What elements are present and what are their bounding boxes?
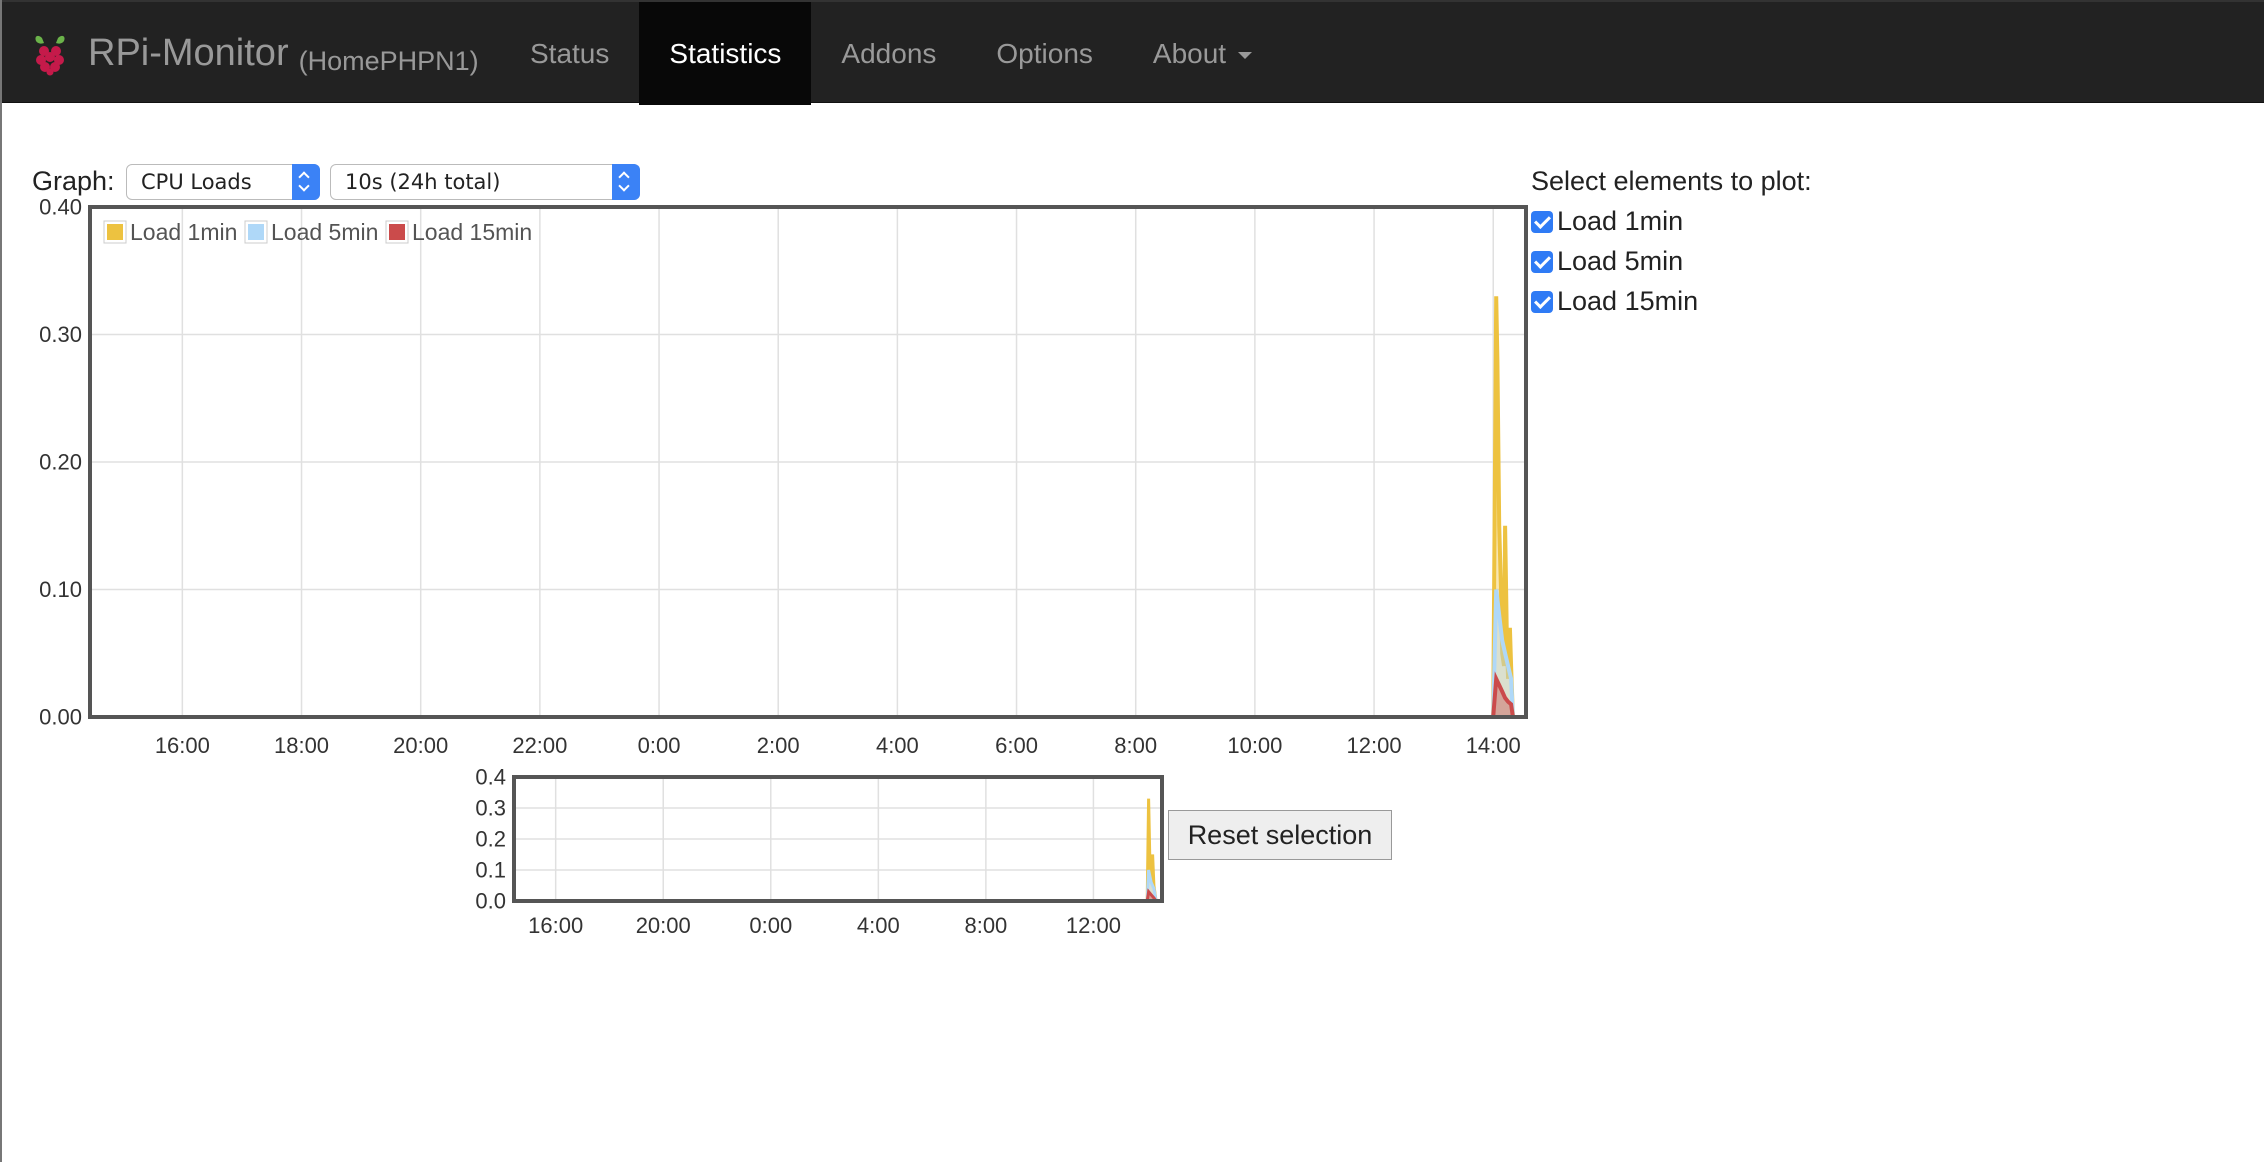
nav-options[interactable]: Options [966,2,1123,105]
series-line-1 [514,869,1158,903]
host-name: (HomePHPN1) [298,46,479,76]
x-tick-label: 12:00 [1347,733,1402,758]
y-tick-label: 0.30 [39,322,82,347]
x-tick-label: 20:00 [393,733,448,758]
range-select[interactable]: 10s (24h total) [330,164,640,200]
element-toggle-load1[interactable]: Load 1min [1531,206,1683,237]
reset-selection-button[interactable]: Reset selection [1168,810,1392,860]
y-tick-label: 0.4 [475,765,506,790]
nav-menu: Status Statistics Addons Options About [500,2,1282,105]
x-tick-label: 0:00 [638,733,681,758]
y-tick-label: 0.00 [39,705,82,730]
y-tick-label: 0.2 [475,827,506,852]
y-tick-label: 0.20 [39,450,82,475]
y-tick-label: 0.0 [475,889,506,914]
element-label: Load 15min [1557,286,1699,316]
x-tick-label: 6:00 [995,733,1038,758]
y-tick-label: 0.40 [39,195,82,220]
x-tick-label: 10:00 [1227,733,1282,758]
element-toggle-load5[interactable]: Load 5min [1531,246,1683,277]
series-line-2 [90,671,1515,719]
legend-swatch-0 [107,224,123,240]
plot-frame [88,205,1528,719]
x-tick-label: 14:00 [1466,733,1521,758]
x-tick-label: 0:00 [749,913,792,938]
graph-select[interactable]: CPU Loads [126,164,320,200]
x-tick-label: 20:00 [636,913,691,938]
plot-frame [512,775,1164,903]
series-area-0 [514,798,1157,901]
x-tick-label: 8:00 [1114,733,1157,758]
x-tick-label: 16:00 [528,913,583,938]
checkbox-checked-icon[interactable] [1531,210,1553,233]
x-tick-label: 2:00 [757,733,800,758]
series-area-2 [90,678,1513,717]
y-tick-label: 0.3 [475,796,506,821]
legend-label-2: Load 15min [412,219,532,245]
caret-down-icon [1238,52,1253,59]
x-tick-label: 16:00 [155,733,210,758]
x-tick-label: 4:00 [876,733,919,758]
raspberry-logo-icon [35,35,65,75]
overview-chart[interactable]: 16:00 20:00 0:00 4:00 8:00 12:00 0.4 0.3 0.2 0.1 0… [440,765,1170,950]
nav-statistics[interactable]: Statistics [639,2,812,105]
series-area-1 [90,589,1513,717]
legend-label-0: Load 1min [130,219,237,245]
element-label: Load 1min [1557,206,1684,236]
series-area-1 [514,870,1157,901]
x-tick-label: 12:00 [1066,913,1121,938]
series-area-0 [90,296,1513,717]
window-edge [0,0,2,1162]
main-chart[interactable]: 16:00 18:00 20:00 22:00 0:00 2:00 4:00 6:00 8:00… [0,195,1540,775]
y-tick-label: 0.1 [475,858,506,883]
series-line-1 [90,589,1515,719]
select-arrows-icon [612,164,640,200]
nav-options-label: Options [996,37,1093,69]
x-tick-label: 4:00 [857,913,900,938]
select-elements-title: Select elements to plot: [1531,166,1812,196]
graph-label: Graph: [32,166,115,196]
legend-swatch-2 [389,224,405,240]
series-line-0 [90,296,1515,719]
element-label: Load 5min [1557,246,1684,276]
series-line-0 [514,798,1158,903]
legend-swatch-1 [248,224,264,240]
graph-select-value: CPU Loads [141,170,252,194]
range-select-value: 10s (24h total) [345,170,501,194]
y-tick-label: 0.10 [39,577,82,602]
select-arrows-icon [292,164,320,200]
checkbox-checked-icon[interactable] [1531,250,1553,273]
nav-status-label: Status [530,37,610,69]
nav-about[interactable]: About [1123,2,1282,105]
x-tick-label: 22:00 [512,733,567,758]
app-name: RPi-Monitor [88,32,289,74]
nav-addons[interactable]: Addons [811,2,966,105]
nav-addons-label: Addons [841,37,937,69]
nav-status[interactable]: Status [500,2,639,105]
legend-label-1: Load 5min [271,219,378,245]
brand[interactable]: RPi-Monitor (HomePHPN1) [32,2,479,105]
nav-statistics-label: Statistics [669,37,782,69]
x-tick-label: 18:00 [274,733,329,758]
nav-about-label: About [1152,37,1227,69]
reset-selection-label: Reset selection [1187,819,1373,850]
navbar: RPi-Monitor (HomePHPN1) Status Statistic… [2,0,2264,105]
checkbox-checked-icon[interactable] [1531,290,1553,313]
element-toggle-load15[interactable]: Load 15min [1531,286,1698,317]
x-tick-label: 8:00 [964,913,1007,938]
